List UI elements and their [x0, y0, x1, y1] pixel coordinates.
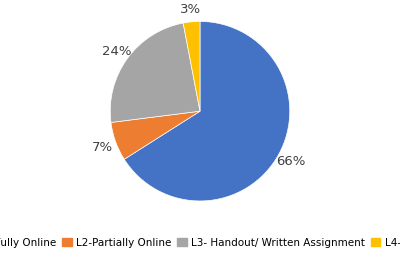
Text: 3%: 3%	[180, 3, 201, 16]
Wedge shape	[124, 22, 290, 201]
Wedge shape	[110, 24, 200, 123]
Wedge shape	[111, 112, 200, 160]
Text: 24%: 24%	[102, 45, 131, 58]
Wedge shape	[183, 22, 200, 112]
Legend: L1-Fully Online, L2-Partially Online, L3- Handout/ Written Assignment, L4-Onsite: L1-Fully Online, L2-Partially Online, L3…	[0, 233, 400, 251]
Text: 7%: 7%	[92, 140, 114, 153]
Text: 66%: 66%	[276, 155, 305, 168]
